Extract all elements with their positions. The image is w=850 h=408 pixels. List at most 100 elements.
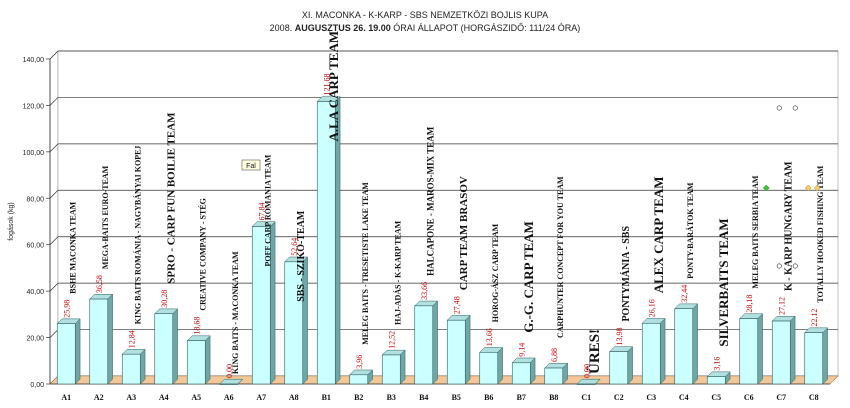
x-tick-label: B4	[419, 393, 428, 402]
bar-side	[75, 318, 81, 385]
team-label: PONTY-BARÁTOK TEAM	[685, 182, 695, 279]
adjust-handle	[813, 184, 821, 192]
x-tick-label: A8	[289, 393, 299, 402]
subtitle-date: AUGUSZTUS 26. 19.00	[294, 23, 391, 33]
y-tick-label: 0,00	[30, 382, 44, 389]
team-label: ALEX CARP TEAM	[651, 176, 666, 293]
bar	[284, 261, 304, 385]
bar	[251, 226, 271, 385]
selection-handle	[792, 263, 798, 269]
subtitle-prefix: 2008.	[269, 23, 295, 33]
rotate-handle	[762, 184, 770, 192]
bar	[641, 322, 661, 385]
chart-title: XI. MACONKA - K-KARP - SBS NEMZETKÖZI BO…	[301, 10, 549, 20]
team-label: MELEG BAITS SERBIA TEAM	[751, 175, 760, 288]
x-tick-label: C8	[809, 393, 819, 402]
bar-side	[205, 335, 211, 385]
data-label: 28,18	[745, 295, 754, 313]
bar-side	[627, 346, 633, 385]
team-label: CARP TEAM BRASOV	[458, 176, 470, 290]
tooltip-text: Fal	[246, 163, 256, 170]
x-tick-label: C3	[646, 393, 656, 402]
data-label: 3,96	[355, 355, 364, 369]
bar-side	[790, 315, 796, 385]
y-tick-label: 60,00	[26, 243, 44, 250]
data-label: 12,52	[387, 331, 396, 349]
data-label: 25,98	[62, 300, 71, 318]
data-label: 0,00	[225, 364, 234, 378]
bar	[219, 383, 239, 385]
team-label: KING BAITS ROMÁNIA - NAGYBÁNYAI KOPEJ	[132, 146, 142, 325]
selection-handle	[792, 105, 798, 111]
team-label: SBS - SZIKO-TEAM	[296, 210, 307, 302]
bar	[381, 354, 401, 385]
gridline	[49, 189, 838, 199]
team-label: SPRO - CARP FUN BOILIE TEAM	[165, 112, 177, 284]
x-tick-label: B5	[452, 393, 461, 402]
bar	[316, 101, 336, 385]
x-tick-label: C2	[614, 393, 624, 402]
tooltip-box	[241, 159, 261, 171]
bar	[186, 340, 206, 385]
data-label: 0,00	[582, 364, 591, 378]
team-label: MEGA-BAITS EURO-TEAM	[101, 165, 110, 269]
data-label: 33,66	[420, 282, 429, 300]
data-label: 26,16	[647, 299, 656, 317]
bar-side	[660, 317, 666, 385]
x-axis: A1 A2 A3 A4 A5 A6 A7 A8 B1 B2 B3 B4 B5 B6 B7 B8 C1 C2 C3 C4…	[61, 393, 818, 402]
team-label: POFF CARP ROMANIA TEAM	[263, 154, 272, 266]
bar	[154, 313, 174, 385]
bar-series	[56, 96, 829, 385]
x-tick-label: A5	[191, 393, 201, 402]
bar	[544, 367, 564, 385]
x-tick-label: C4	[679, 393, 689, 402]
data-label: 36,58	[95, 275, 104, 293]
x-tick-label: C6	[744, 393, 754, 402]
data-label: 13,66	[485, 328, 494, 346]
team-label: G.-G. CARP TEAM	[521, 221, 536, 333]
data-label: 18,68	[192, 317, 201, 335]
data-label: 12,84	[127, 330, 136, 348]
x-tick-label: A4	[159, 393, 169, 402]
x-tick-label: A6	[224, 393, 234, 402]
chart-floor	[49, 375, 839, 385]
team-label: KING BAITS - MACONKA TEAM	[231, 251, 240, 374]
bar-side	[172, 308, 178, 385]
gridline	[49, 50, 838, 60]
gridline	[49, 236, 838, 245]
bar	[739, 318, 759, 385]
team-label: CREATIVE COMPANY - STÉG	[197, 198, 207, 311]
data-label: 3,16	[712, 357, 721, 371]
gridline	[49, 97, 838, 106]
bar-side	[107, 293, 113, 385]
bar-side	[465, 314, 471, 385]
data-label: 67,84	[257, 203, 266, 221]
bar-side	[140, 348, 146, 385]
data-label: 9,14	[517, 343, 526, 357]
team-label: HALCAPONE - MAROS-MIX TEAM	[425, 126, 435, 276]
team-label: CARPHUNTER CONCEPT FOR YOU TEAM	[556, 176, 565, 338]
data-label: 121,68	[322, 74, 331, 96]
bar	[56, 323, 76, 385]
team-label: BSHE MACONKA TEAM	[68, 201, 77, 293]
team-label: HAJ-ADÁS - K-KARP TEAM	[392, 220, 402, 325]
x-tick-label: C5	[711, 393, 721, 402]
selection-handle	[776, 105, 782, 111]
bar	[511, 362, 531, 385]
bar	[674, 308, 694, 385]
x-tick-label: C1	[581, 393, 591, 402]
y-axis: 0,00 20,00 40,00 60,00 80,00 100,00 120,00 140,…	[8, 57, 51, 389]
gridline	[49, 143, 838, 153]
team-label: TOTALLY HOOKED FISHING TEAM	[816, 165, 825, 302]
bar	[706, 376, 726, 385]
value-labels: 25,98 36,58 12,84 30,28 18,68 0,00 67,84 52,64 1…	[62, 74, 819, 378]
selection-handle	[776, 263, 782, 269]
x-tick-label: A3	[126, 393, 136, 402]
x-tick-label: B2	[354, 393, 363, 402]
bar-side	[692, 303, 698, 385]
bar	[576, 383, 596, 385]
subtitle-suffix: ÓRAI ÁLLAPOT (HORGÁSZIDŐ: 111/24 ÓRA)	[390, 23, 581, 33]
x-tick-label: A7	[256, 393, 266, 402]
bar	[121, 353, 141, 385]
